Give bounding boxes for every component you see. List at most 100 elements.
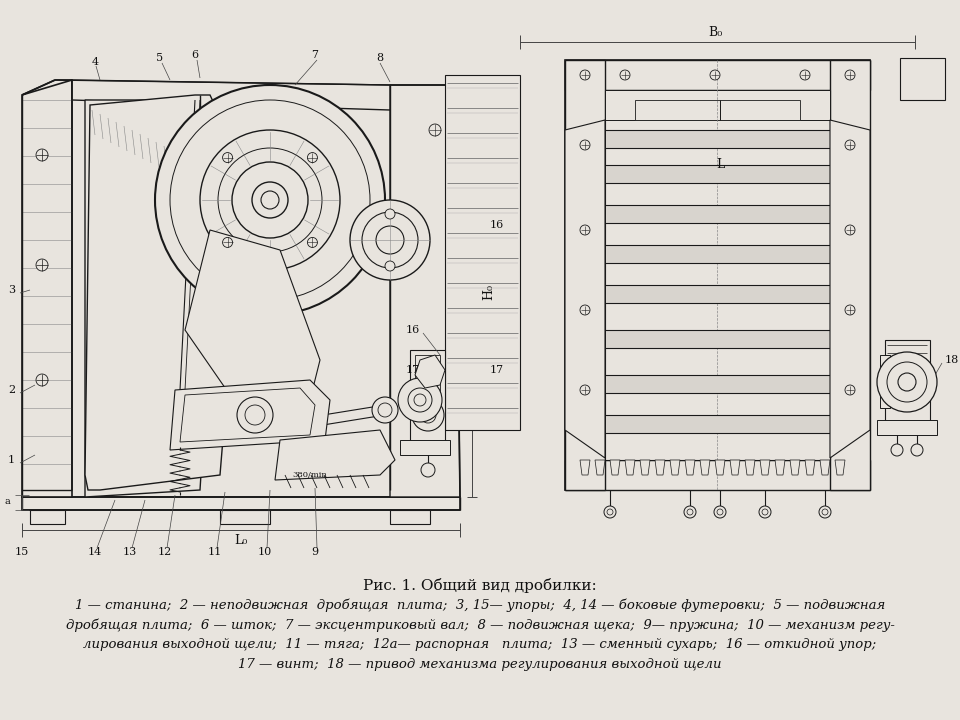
Circle shape xyxy=(845,385,855,395)
Text: 17: 17 xyxy=(406,365,420,375)
Polygon shape xyxy=(605,245,830,263)
Polygon shape xyxy=(720,100,800,120)
Polygon shape xyxy=(170,380,330,450)
Polygon shape xyxy=(605,415,830,433)
Text: 9: 9 xyxy=(311,547,319,557)
Text: лирования выходной щели;  11 — тяга;  12а— распорная   плита;  13 — сменный суха: лирования выходной щели; 11 — тяга; 12а—… xyxy=(84,638,876,651)
Polygon shape xyxy=(877,420,937,435)
Circle shape xyxy=(170,100,370,300)
Polygon shape xyxy=(605,90,830,460)
Polygon shape xyxy=(565,460,870,490)
Polygon shape xyxy=(835,460,845,475)
Text: 12: 12 xyxy=(157,547,172,557)
Polygon shape xyxy=(565,120,605,458)
Circle shape xyxy=(429,124,441,136)
Polygon shape xyxy=(715,460,725,475)
Text: 5: 5 xyxy=(156,53,163,63)
Text: H₀: H₀ xyxy=(482,284,495,300)
Text: L: L xyxy=(716,158,724,171)
Polygon shape xyxy=(820,460,830,475)
Text: B₀: B₀ xyxy=(708,25,722,38)
Circle shape xyxy=(620,70,630,80)
Polygon shape xyxy=(580,460,590,475)
Circle shape xyxy=(710,70,720,80)
Circle shape xyxy=(412,399,444,431)
Circle shape xyxy=(580,225,590,235)
Polygon shape xyxy=(390,85,460,497)
Polygon shape xyxy=(900,58,945,100)
Circle shape xyxy=(604,506,616,518)
Polygon shape xyxy=(410,350,445,445)
Text: a: a xyxy=(4,498,10,506)
Polygon shape xyxy=(565,60,870,490)
Circle shape xyxy=(819,506,831,518)
Text: 11: 11 xyxy=(208,547,222,557)
Polygon shape xyxy=(595,460,605,475)
Circle shape xyxy=(36,149,48,161)
Circle shape xyxy=(223,153,232,163)
Circle shape xyxy=(420,407,436,423)
Polygon shape xyxy=(605,375,830,393)
Circle shape xyxy=(580,305,590,315)
Circle shape xyxy=(845,225,855,235)
Polygon shape xyxy=(655,460,665,475)
Circle shape xyxy=(36,259,48,271)
Text: 8: 8 xyxy=(376,53,384,63)
Polygon shape xyxy=(610,460,620,475)
Circle shape xyxy=(714,506,726,518)
Circle shape xyxy=(155,85,385,315)
Polygon shape xyxy=(605,205,830,223)
Polygon shape xyxy=(445,75,520,430)
Text: 13: 13 xyxy=(123,547,137,557)
Circle shape xyxy=(845,305,855,315)
Polygon shape xyxy=(22,497,460,510)
Polygon shape xyxy=(180,388,315,442)
Polygon shape xyxy=(730,460,740,475)
Polygon shape xyxy=(605,330,830,348)
Polygon shape xyxy=(605,130,830,148)
Circle shape xyxy=(350,200,430,280)
Text: 1 — станина;  2 — неподвижная  дробящая  плита;  3, 15— упоры;  4, 14 — боковые : 1 — станина; 2 — неподвижная дробящая пл… xyxy=(75,598,885,611)
Circle shape xyxy=(887,362,927,402)
Polygon shape xyxy=(605,90,830,120)
Text: Рис. 1. Общий вид дробилки:: Рис. 1. Общий вид дробилки: xyxy=(363,578,597,593)
Text: 17 — винт;  18 — привод механизма регулирования выходной щели: 17 — винт; 18 — привод механизма регулир… xyxy=(238,658,722,671)
Text: 14: 14 xyxy=(88,547,102,557)
Text: 4: 4 xyxy=(91,57,99,67)
Text: 10: 10 xyxy=(258,547,272,557)
Text: 3: 3 xyxy=(8,285,15,295)
Circle shape xyxy=(307,238,318,248)
Polygon shape xyxy=(415,355,440,395)
Polygon shape xyxy=(565,60,870,90)
Polygon shape xyxy=(30,510,65,524)
Circle shape xyxy=(580,385,590,395)
Polygon shape xyxy=(220,510,270,524)
Circle shape xyxy=(252,182,288,218)
Text: 15: 15 xyxy=(14,547,29,557)
Polygon shape xyxy=(640,460,650,475)
Polygon shape xyxy=(605,285,830,303)
Text: 6: 6 xyxy=(191,50,199,60)
Circle shape xyxy=(385,261,395,271)
Circle shape xyxy=(36,374,48,386)
Circle shape xyxy=(372,397,398,423)
Polygon shape xyxy=(745,460,755,475)
Text: 2: 2 xyxy=(8,385,15,395)
Text: дробящая плита;  6 — шток;  7 — эксцентриковый вал;  8 — подвижная щека;  9— пру: дробящая плита; 6 — шток; 7 — эксцентрик… xyxy=(65,618,895,631)
Polygon shape xyxy=(85,100,220,497)
Polygon shape xyxy=(880,355,890,408)
Circle shape xyxy=(891,444,903,456)
Polygon shape xyxy=(760,460,770,475)
Polygon shape xyxy=(830,120,870,458)
Text: 380/min: 380/min xyxy=(293,471,327,479)
Circle shape xyxy=(218,148,322,252)
Polygon shape xyxy=(565,60,605,490)
Polygon shape xyxy=(790,460,800,475)
Circle shape xyxy=(877,352,937,412)
Text: 18: 18 xyxy=(945,355,959,365)
Polygon shape xyxy=(635,100,720,120)
Polygon shape xyxy=(275,430,395,480)
Polygon shape xyxy=(830,60,870,490)
Circle shape xyxy=(580,70,590,80)
Polygon shape xyxy=(700,460,710,475)
